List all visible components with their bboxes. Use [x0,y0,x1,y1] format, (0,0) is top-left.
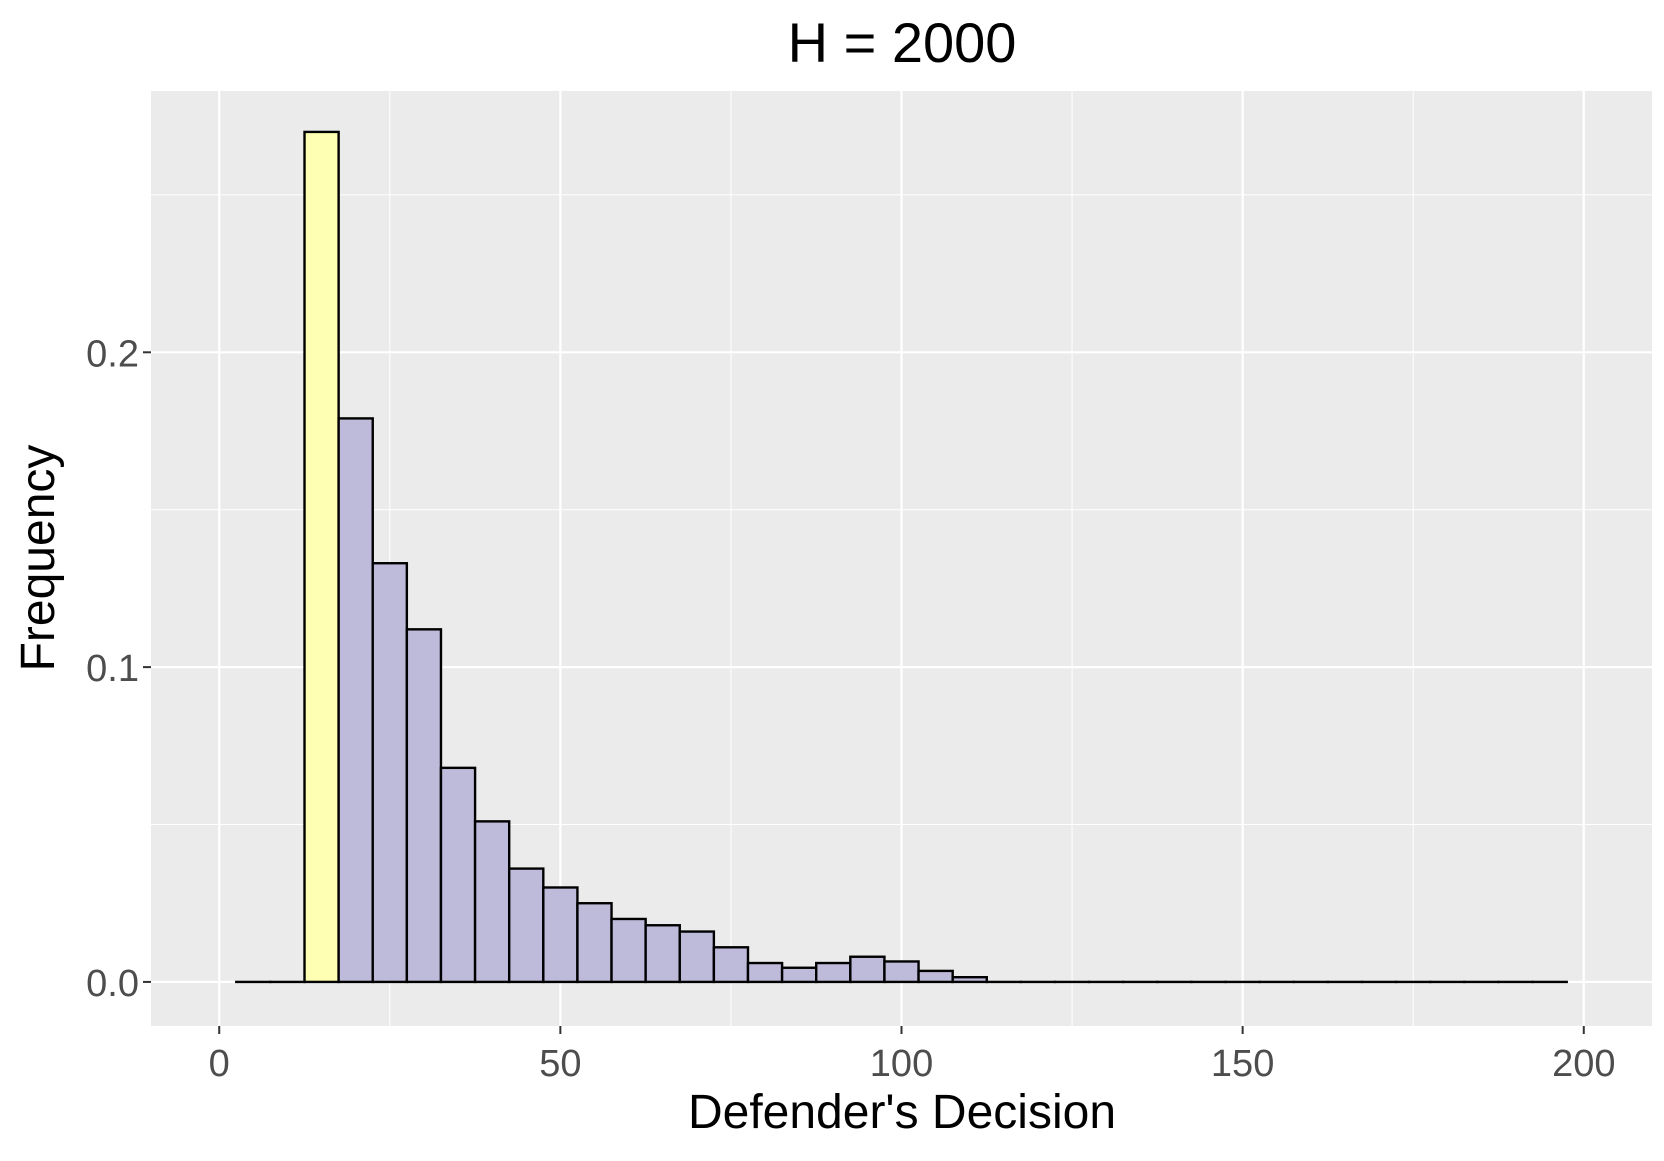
histogram-bar [782,968,816,982]
y-tick-label: 0.0 [86,963,139,1005]
histogram-bar [509,869,543,982]
histogram-bar [543,887,577,981]
histogram-bar [953,977,987,982]
x-tick-label: 150 [1211,1043,1274,1085]
histogram-bar [646,925,680,982]
x-axis-ticks: 0 50 100 150 200 [209,1026,1616,1085]
histogram-bar [680,932,714,982]
histogram-bar [612,919,646,982]
histogram-bar [475,821,509,982]
chart-title: H = 2000 [788,11,1017,74]
histogram-bar [373,563,407,982]
histogram-bar [816,963,850,982]
y-axis-ticks: 0.0 0.1 0.2 [86,333,151,1005]
histogram-bar [919,971,953,982]
histogram-bar [305,132,339,982]
x-tick-label: 50 [539,1043,581,1085]
histogram-bar [850,957,884,982]
histogram-bar [407,629,441,982]
x-tick-label: 200 [1552,1043,1615,1085]
histogram-bar [339,418,373,982]
histogram-bar [884,961,918,981]
x-axis-label: Defender's Decision [688,1086,1116,1139]
histogram-bar [714,947,748,982]
x-tick-label: 0 [209,1043,230,1085]
histogram-bar [441,768,475,982]
y-tick-label: 0.2 [86,333,139,375]
y-axis-label: Frequency [12,445,65,672]
histogram-bar [577,903,611,982]
x-tick-label: 100 [870,1043,933,1085]
histogram-bar [748,963,782,982]
y-tick-label: 0.1 [86,648,139,690]
